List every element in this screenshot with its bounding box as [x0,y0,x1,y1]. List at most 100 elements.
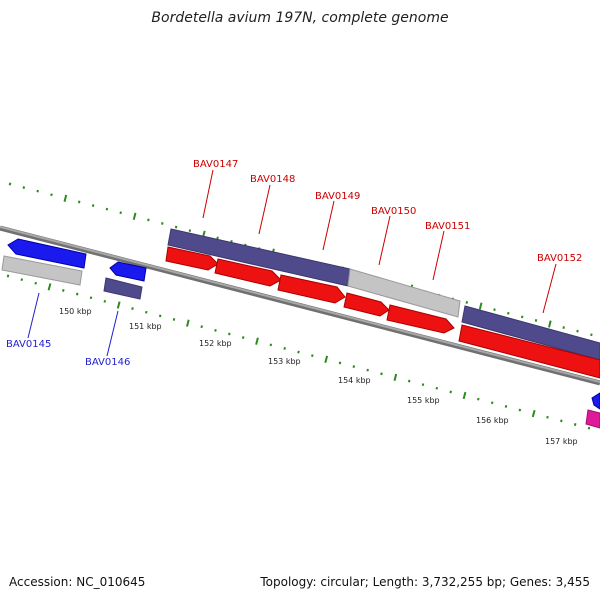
label-line-bav0147 [202,169,214,219]
label-line-bav0146 [106,310,119,357]
label-line-bav0145 [27,292,40,339]
tick-mark [421,383,425,387]
tick-mark [477,397,480,401]
accession-text: Accession: NC_010645 [9,575,146,589]
tick-mark [380,372,383,376]
tick-mark [531,410,536,418]
scale-label-156: 156 kbp [476,416,509,425]
gene-bar-bav0146[interactable] [103,277,143,300]
tick-mark [34,281,37,285]
tick-mark [161,222,164,225]
cds-arrow-edge-pink[interactable] [585,409,600,429]
tick-mark [449,390,452,394]
tick-mark [548,320,552,328]
tick-mark [352,365,356,368]
tick-mark [366,368,369,372]
tick-mark [20,278,24,282]
cds-arrow-edge-blue[interactable] [591,392,600,410]
gene-label-bav0147: BAV0147 [193,159,238,170]
tick-mark [493,308,496,312]
cds-arrow-bav0147[interactable] [165,246,219,271]
tick-mark [283,347,286,350]
tick-mark [504,404,508,408]
scale-label-154: 154 kbp [338,376,371,385]
label-line-bav0152 [542,263,557,314]
gene-bar-bav0150-0151[interactable] [347,268,461,318]
gene-label-bav0145: BAV0145 [6,339,51,350]
gene-bar-bav0145[interactable] [1,255,83,286]
tick-mark [587,426,591,430]
tick-mark [22,186,26,190]
gene-label-bav0149: BAV0149 [315,191,360,202]
cds-arrow-bav0151[interactable] [386,304,455,334]
scale-label-155: 155 kbp [407,396,440,405]
tick-mark [490,401,494,405]
tick-mark [188,229,192,233]
scale-label-157: 157 kbp [545,437,578,446]
genome-summary-text: Topology: circular; Length: 3,732,255 bp… [260,575,590,589]
tick-mark [407,379,411,383]
tick-mark [338,361,342,365]
tick-mark [255,337,259,345]
tick-mark [50,193,53,197]
cds-arrow-bav0152[interactable] [458,324,600,379]
tick-mark [435,386,439,390]
tick-mark [36,189,39,193]
tick-mark [119,211,122,215]
tick-mark [75,292,79,296]
tick-mark [462,391,467,400]
tick-mark [103,299,107,303]
tick-mark [534,318,538,322]
label-line-bav0148 [258,184,271,235]
tick-mark [573,423,577,426]
tick-mark [393,373,398,382]
scale-label-151: 151 kbp [129,322,162,331]
inner-tick-marks [6,274,591,430]
tick-mark [228,332,231,336]
tick-mark [520,315,524,319]
tick-mark [297,350,300,354]
scale-label-153: 153 kbp [268,357,301,366]
tick-mark [186,319,190,327]
gene-label-bav0148: BAV0148 [250,174,295,185]
tick-mark [132,212,137,220]
cds-arrow-bav0145[interactable] [7,238,87,269]
tick-mark [116,301,121,309]
tick-mark [158,314,162,318]
scale-label-152: 152 kbp [199,339,232,348]
tick-mark [131,307,134,311]
label-line-bav0150 [378,215,391,266]
tick-mark [147,218,150,222]
label-line-bav0151 [432,230,445,281]
tick-mark [590,333,593,337]
tick-mark [560,419,563,423]
tick-mark [562,326,565,329]
tick-mark [145,310,148,314]
tick-mark [200,325,203,329]
cds-arrow-bav0150[interactable] [343,292,390,317]
tick-mark [507,311,510,315]
label-line-bav0149 [322,200,335,251]
tick-mark [546,415,549,419]
gene-label-bav0152: BAV0152 [537,253,582,264]
cds-arrow-bav0149[interactable] [277,274,346,304]
gene-label-bav0146: BAV0146 [85,357,130,368]
gene-label-bav0150: BAV0150 [371,206,416,217]
tick-mark [324,355,329,363]
tick-mark [105,207,109,211]
tick-mark [518,408,522,412]
tick-mark [91,204,95,207]
tick-mark [269,343,273,347]
tick-mark [241,336,245,339]
cds-arrow-bav0148[interactable] [214,258,282,287]
genome-backbone-highlight [0,226,600,383]
gene-bar-bav0152[interactable] [461,305,600,361]
tick-mark [311,354,314,358]
cds-arrow-bav0146[interactable] [109,261,147,282]
tick-mark [216,236,219,240]
tick-mark [89,296,93,300]
tick-mark [62,289,65,292]
tick-mark [8,182,12,186]
tick-mark [214,328,217,332]
